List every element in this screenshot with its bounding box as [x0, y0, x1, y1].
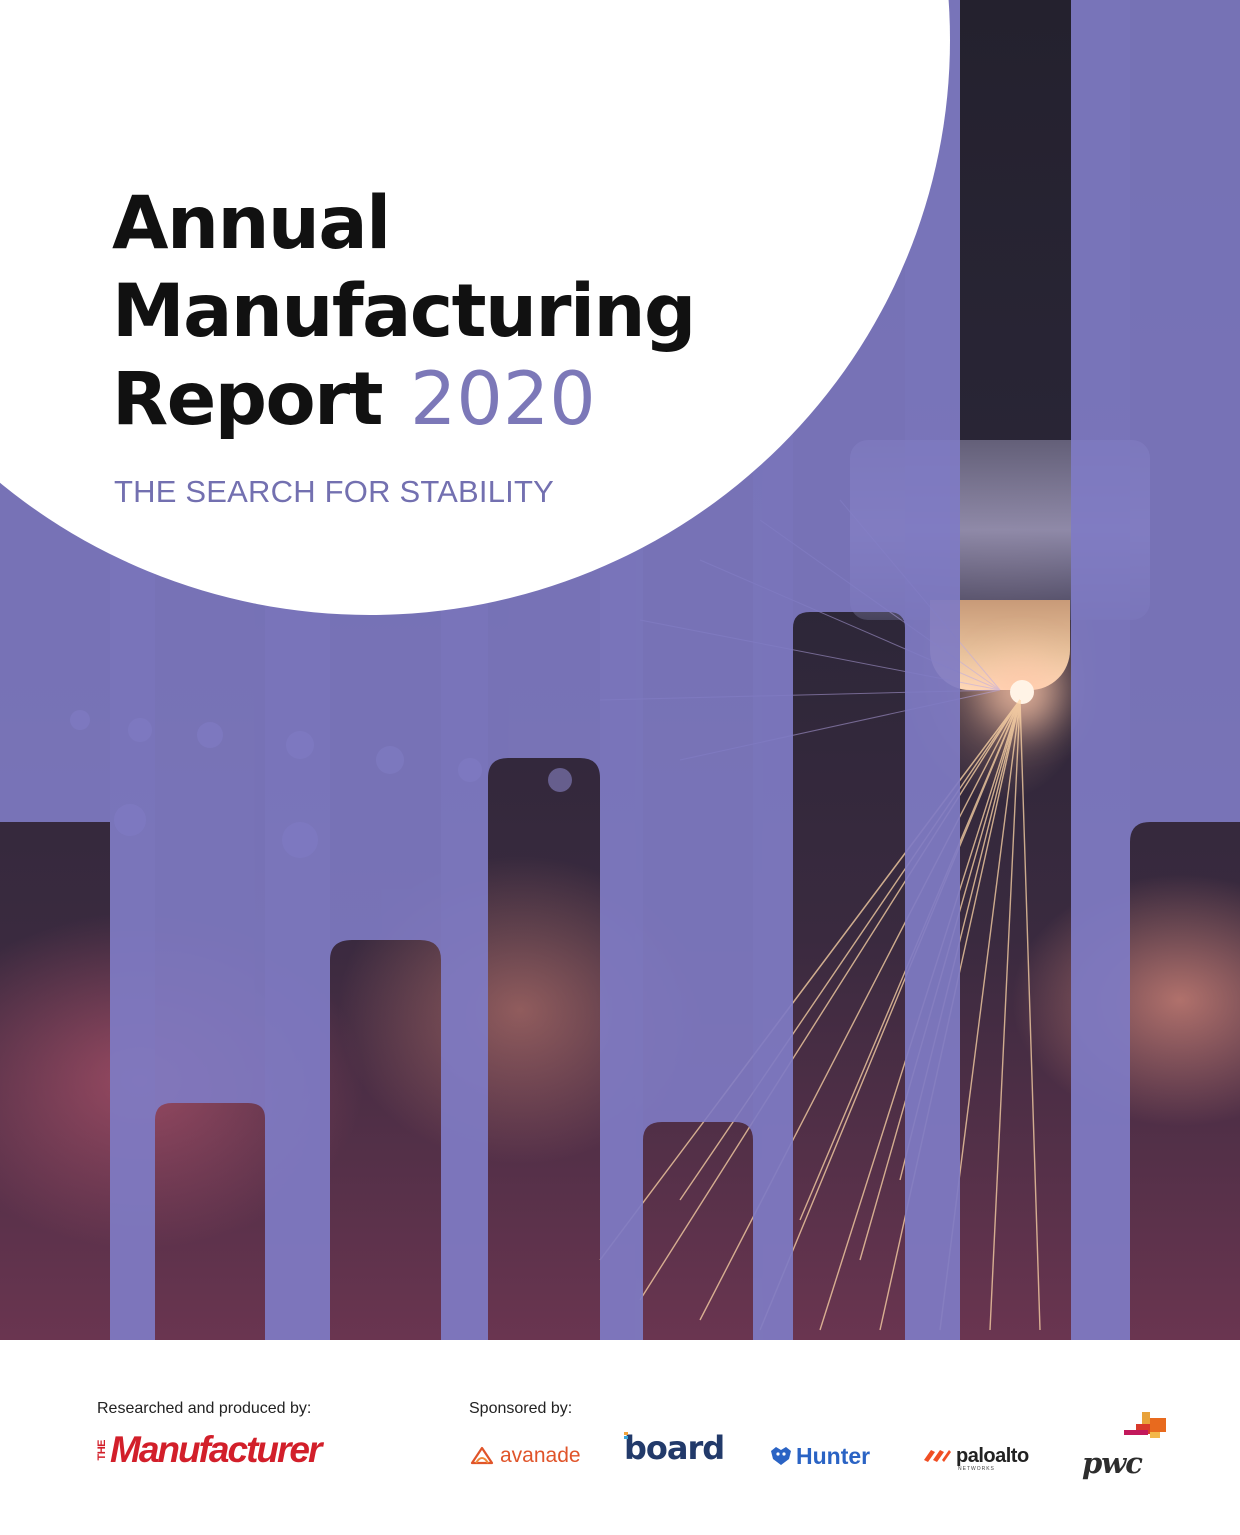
- stripe-7: [1071, 0, 1130, 1340]
- report-subtitle: THE SEARCH FOR STABILITY: [114, 474, 555, 509]
- avanade-logo: avanade: [470, 1436, 581, 1476]
- avanade-logo-icon: [470, 1446, 494, 1465]
- title-report-word: Report: [112, 357, 384, 442]
- publisher-name: Manufacturer: [110, 1429, 322, 1470]
- board-logo: board: [624, 1428, 725, 1468]
- publisher-prefix: THE: [96, 1439, 108, 1461]
- report-title: Annual Manufacturing Report 2020: [112, 180, 696, 444]
- laser-spark: [1010, 680, 1034, 704]
- title-line-1: Annual: [112, 181, 391, 266]
- the-manufacturer-logo: THE Manufacturer: [96, 1429, 322, 1470]
- produced-by-label: Researched and produced by:: [97, 1400, 312, 1417]
- paloalto-logo: paloalto NETWORKS: [922, 1436, 1029, 1476]
- paloalto-networks: NETWORKS: [958, 1466, 995, 1472]
- pwc-logo-icon: [1124, 1412, 1166, 1438]
- sponsored-by-label: Sponsored by:: [469, 1400, 573, 1417]
- hunter-logo: Hunter: [768, 1436, 870, 1476]
- hunter-name: Hunter: [796, 1442, 871, 1469]
- title-line-2: Manufacturing: [112, 269, 696, 354]
- title-line-3: Report 2020: [112, 356, 695, 444]
- title-year: 2020: [409, 357, 596, 442]
- hunter-logo-icon: [771, 1447, 791, 1465]
- board-name: board: [624, 1429, 725, 1467]
- avanade-name: avanade: [500, 1444, 581, 1467]
- board-logo-icon: [624, 1432, 628, 1439]
- pwc-name: pwc: [1082, 1446, 1143, 1480]
- paloalto-logo-icon: [924, 1450, 951, 1462]
- pwc-logo: pwc: [1080, 1410, 1180, 1490]
- bar-gap-7: [1130, 0, 1240, 842]
- cover-footer: Researched and produced by: THE Manufact…: [0, 1340, 1240, 1535]
- stripe-6: [905, 0, 960, 1340]
- paloalto-name: paloalto: [956, 1444, 1029, 1467]
